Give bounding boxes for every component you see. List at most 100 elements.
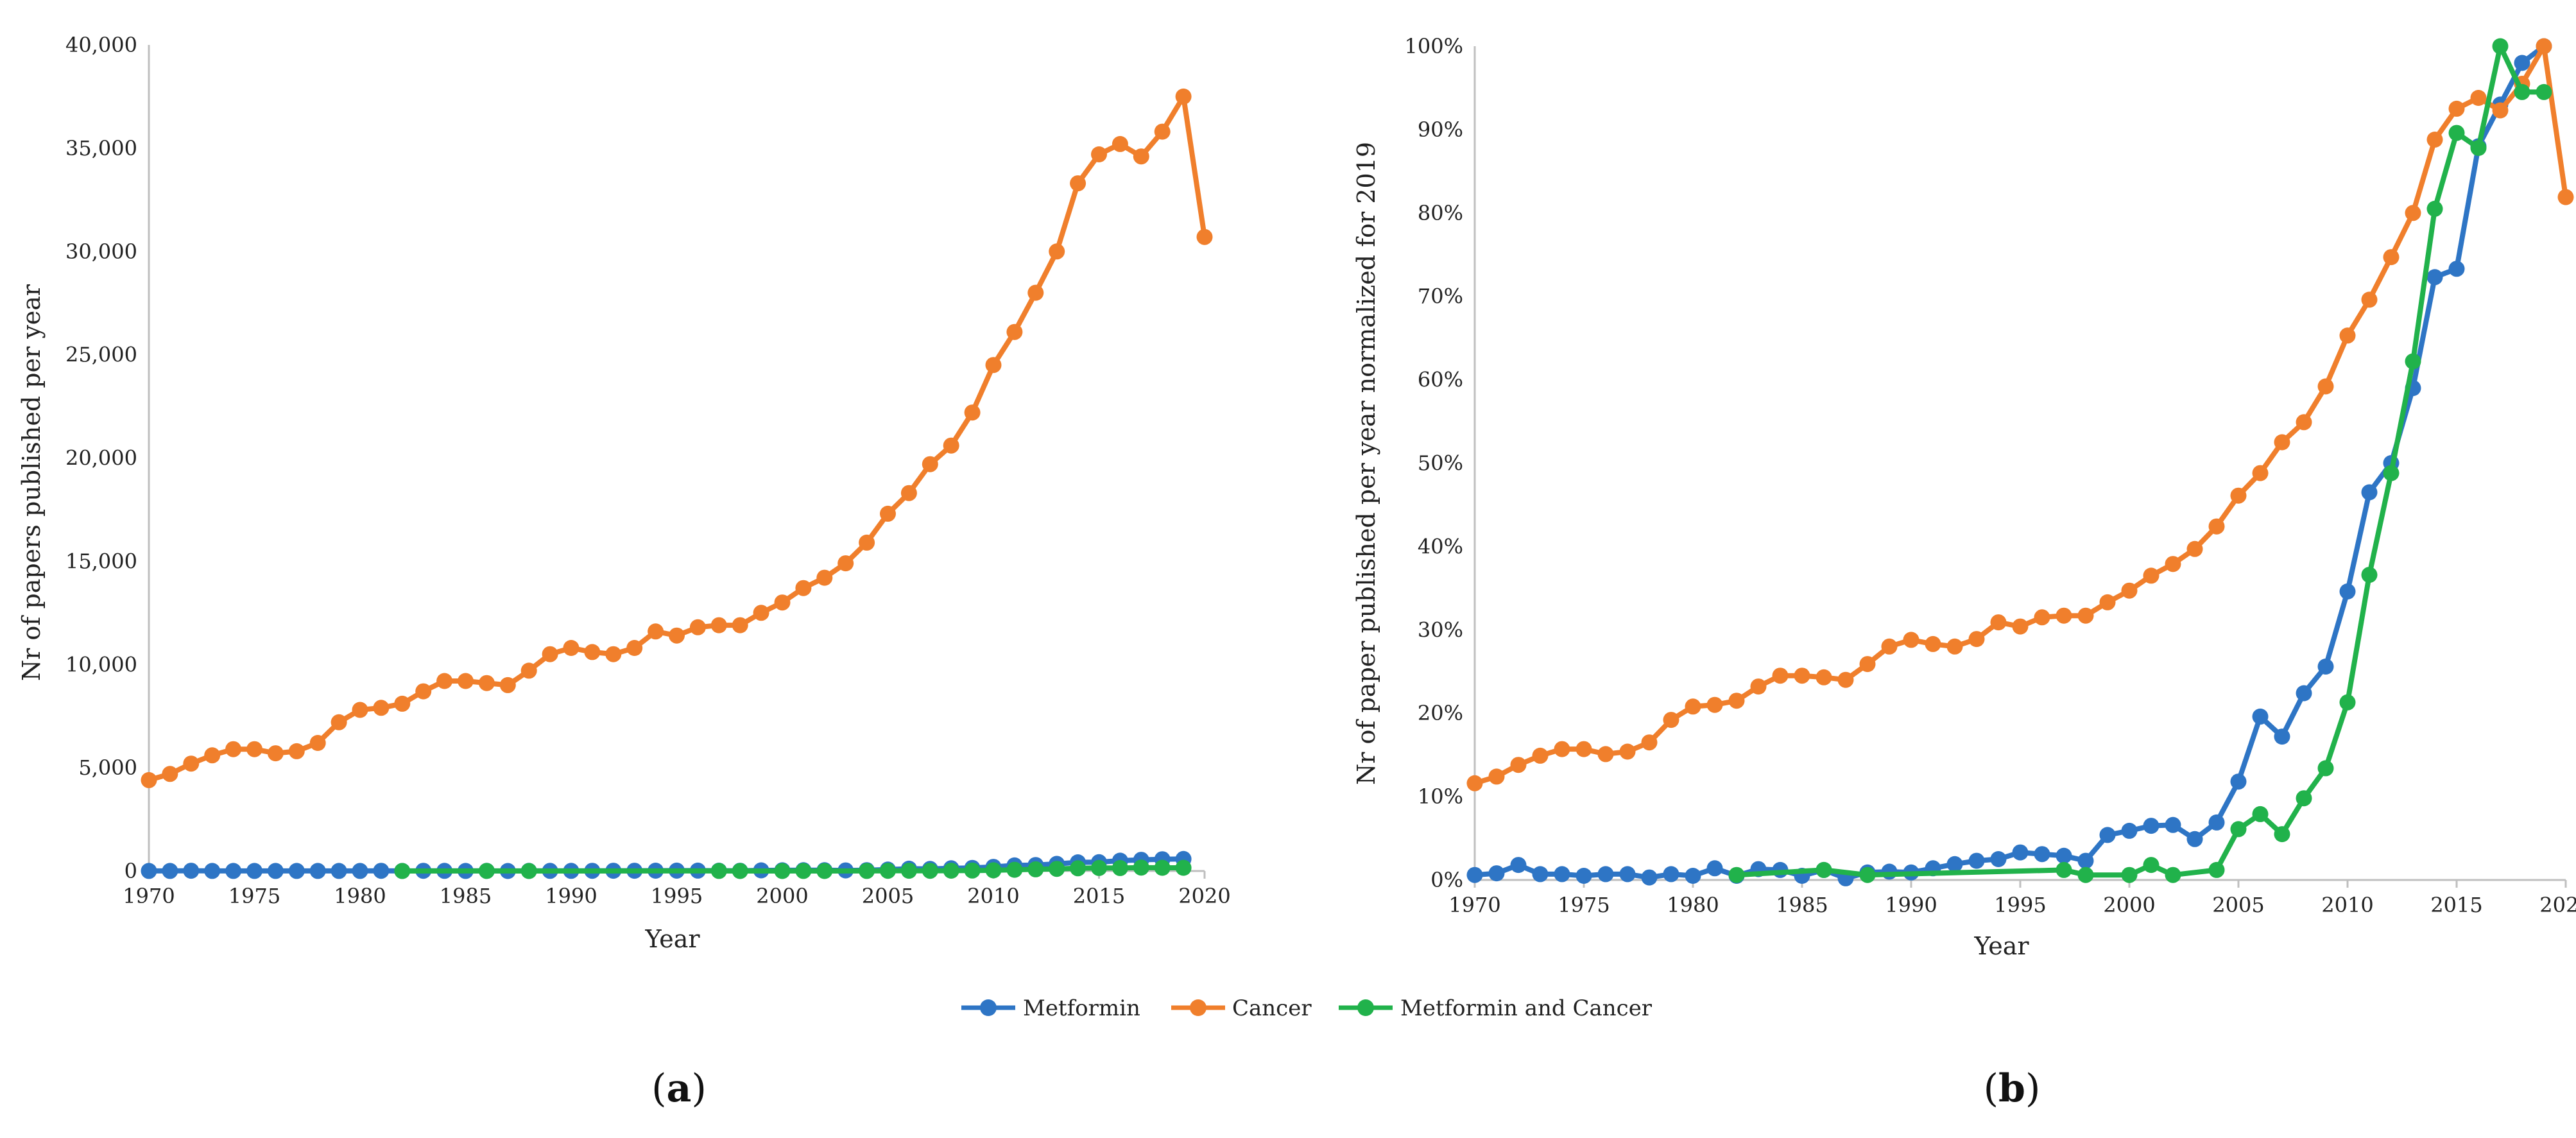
chart-b-point-metformin-and-cancer	[2426, 200, 2443, 217]
chart-b-point-metformin-and-cancer	[2339, 694, 2356, 711]
chart-a-point-cancer	[943, 437, 959, 454]
chart-b-point-metformin	[1532, 866, 1549, 883]
chart-a-point-cancer	[331, 714, 347, 730]
chart-b-point-metformin	[1641, 869, 1658, 886]
chart-a-point-metformin-and-cancer	[900, 863, 917, 879]
legend: Metformin Cancer Metformin and Cancer	[961, 996, 1653, 1021]
chart-a-point-cancer	[1175, 88, 1192, 105]
panel-label-a: (a)	[651, 1066, 707, 1111]
chart-a-series	[141, 88, 1213, 879]
chart-b-point-metformin-and-cancer	[2383, 465, 2400, 481]
panel-label-a-open: (	[651, 1066, 666, 1111]
chart-b-point-cancer	[2056, 607, 2072, 624]
chart-b-point-metformin	[2034, 846, 2050, 863]
chart-b-point-cancer	[2274, 434, 2290, 451]
chart-a-point-metformin-and-cancer	[922, 863, 938, 879]
chart-b-point-metformin	[1663, 866, 1679, 883]
chart-a-point-cancer	[1049, 243, 1065, 260]
legend-cancer-marker	[1190, 999, 1206, 1016]
chart-a-y-tick-label: 30,000	[65, 239, 137, 264]
chart-b-point-cancer	[1925, 635, 1941, 652]
chart-a-x-tick-label: 1975	[228, 884, 280, 908]
legend-cancer-label: Cancer	[1232, 996, 1312, 1021]
chart-a-point-cancer	[1006, 323, 1023, 340]
chart-b-y-tick-label: 10%	[1418, 784, 1463, 809]
chart-a-x-tick-label: 1970	[123, 884, 175, 908]
chart-a-point-metformin-and-cancer	[964, 862, 981, 879]
chart-a-point-cancer	[352, 702, 368, 718]
chart-b-point-metformin	[1488, 865, 1505, 882]
legend-item-cancer: Cancer	[1171, 996, 1312, 1021]
chart-a-point-cancer	[183, 755, 200, 772]
chart-b-point-cancer	[1772, 668, 1789, 684]
legend-metformin-label: Metformin	[1023, 996, 1140, 1021]
chart-b-point-metformin	[2143, 818, 2160, 834]
chart-b-point-cancer	[2426, 132, 2443, 148]
chart-b-point-metformin-and-cancer	[2536, 83, 2552, 100]
chart-b-point-metformin-and-cancer	[2405, 353, 2421, 370]
chart-b-point-cancer	[1990, 614, 2007, 631]
chart-b-point-metformin	[1554, 866, 1570, 883]
legend-metformin-and-cancer-label: Metformin and Cancer	[1400, 996, 1653, 1021]
chart-a-point-metformin-and-cancer	[1027, 861, 1044, 877]
chart-b-point-metformin	[2056, 847, 2072, 864]
chart-a-series-cancer	[141, 88, 1213, 788]
chart-b-y-tick-label: 50%	[1418, 451, 1463, 476]
chart-b-x-tick-label: 2020	[2539, 893, 2576, 917]
chart-a-point-metformin-and-cancer	[710, 863, 727, 879]
chart-b-point-metformin	[1619, 866, 1636, 883]
chart-a-point-cancer	[1196, 228, 1213, 245]
chart-b-point-cancer	[1706, 696, 1723, 713]
chart-a-point-metformin	[225, 863, 242, 879]
chart-b-point-metformin	[2448, 261, 2465, 277]
chart-a-y-tick-label: 15,000	[65, 549, 137, 573]
chart-b-point-metformin	[1510, 857, 1527, 874]
chart-b-point-cancer	[1859, 656, 1876, 673]
chart-b-x-tick-label: 1975	[1558, 893, 1610, 917]
chart-b-point-cancer	[2165, 556, 2181, 573]
chart-b-point-cancer	[1554, 741, 1570, 757]
chart-b-point-metformin-and-cancer	[2470, 140, 2487, 156]
chart-a-point-cancer	[900, 485, 917, 501]
chart-b-point-metformin-and-cancer	[2448, 125, 2465, 141]
chart-a-point-cancer	[626, 640, 643, 656]
chart-b-point-metformin-and-cancer	[2274, 826, 2290, 843]
chart-b-point-cancer	[1488, 768, 1505, 785]
chart-b-point-metformin	[2274, 728, 2290, 745]
chart-b-point-cancer	[2230, 487, 2247, 504]
chart-b-point-cancer	[1728, 693, 1745, 709]
chart-a-point-metformin-and-cancer	[859, 863, 875, 879]
legend-metformin-and-cancer-marker	[1357, 999, 1374, 1016]
chart-a-point-metformin-and-cancer	[943, 863, 959, 879]
chart-panel-b: 1970 1975 1980 1985 1990 1995 2000 2005 2010 2015…	[1352, 34, 2576, 960]
chart-b-point-cancer	[1837, 671, 1854, 688]
chart-a-x-tick-label: 2010	[967, 884, 1019, 908]
chart-b-point-metformin-and-cancer	[2296, 790, 2312, 807]
chart-b-point-metformin	[2121, 822, 2138, 839]
chart-b-point-cancer	[1794, 668, 1810, 684]
chart-b-point-cancer	[2012, 618, 2029, 635]
chart-b-point-metformin	[2230, 773, 2247, 790]
chart-b-point-cancer	[2296, 414, 2312, 431]
chart-b-point-metformin	[2077, 852, 2094, 869]
chart-b-point-cancer	[2208, 518, 2225, 535]
chart-a-point-cancer	[689, 619, 706, 635]
chart-a-point-cancer	[710, 617, 727, 634]
chart-a-point-cancer	[859, 534, 875, 551]
chart-a-point-cancer	[774, 594, 791, 611]
chart-a-point-metformin-and-cancer	[394, 863, 411, 879]
chart-b-point-cancer	[1881, 638, 1898, 655]
chart-a-point-cancer	[415, 683, 432, 700]
chart-b-y-tick-label: 0%	[1430, 868, 1463, 892]
chart-b-y-tick-label: 100%	[1405, 34, 1463, 58]
chart-a-point-cancer	[309, 735, 326, 751]
chart-b-x-tick-label: 1970	[1448, 893, 1500, 917]
chart-b-y-tick-label: 80%	[1418, 201, 1463, 225]
chart-a-point-cancer	[246, 741, 262, 757]
chart-b-tick-labels: 1970 1975 1980 1985 1990 1995 2000 2005 2010 2015…	[1405, 34, 2576, 917]
panel-label-a-close: )	[691, 1066, 706, 1111]
chart-b-point-cancer	[1903, 632, 1919, 648]
chart-b-point-cancer	[1532, 747, 1549, 764]
chart-a-point-metformin	[267, 863, 284, 879]
